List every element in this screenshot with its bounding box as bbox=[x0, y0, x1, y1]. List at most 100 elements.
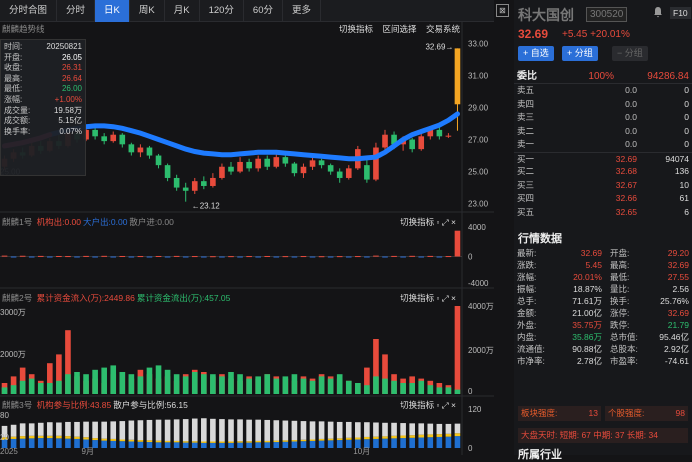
sub1-bar bbox=[246, 256, 252, 258]
outflow-bar bbox=[418, 380, 425, 394]
mid-bar bbox=[219, 441, 225, 443]
retail-bar bbox=[92, 440, 98, 448]
institution-bar bbox=[391, 422, 397, 436]
sub1-switch-button[interactable]: 切换指标 bbox=[400, 217, 435, 227]
market-v2: -74.61 bbox=[664, 356, 689, 366]
mid-bar bbox=[291, 440, 298, 442]
retail-bar bbox=[146, 442, 153, 448]
tab-2[interactable]: 日K bbox=[95, 0, 130, 22]
institution-bar bbox=[83, 421, 89, 438]
institution-bar bbox=[119, 421, 126, 440]
retail-bar bbox=[409, 437, 415, 448]
mid-bar bbox=[418, 434, 425, 438]
mid-bar bbox=[173, 440, 180, 443]
order-price: 0.0 bbox=[625, 139, 637, 149]
market-v2: 25.76% bbox=[660, 296, 689, 306]
retail-bar bbox=[228, 442, 234, 448]
close-icon[interactable]: × bbox=[451, 293, 456, 303]
expand-icon[interactable]: ⤢ bbox=[441, 400, 449, 410]
institution-bar bbox=[300, 421, 307, 440]
order-label: 买五 bbox=[517, 206, 535, 217]
retail-bar bbox=[210, 442, 216, 448]
order-row: 卖二 0.0 0 bbox=[514, 125, 692, 139]
market-row: 内盘: 35.86万 总市值: 95.46亿 bbox=[514, 331, 692, 343]
retail-bar bbox=[1, 439, 8, 448]
market-row: 涨跌: 5.45 最高: 32.69 bbox=[514, 259, 692, 271]
outflow-bar bbox=[1, 387, 8, 394]
outflow-bar bbox=[400, 383, 406, 394]
candle-body bbox=[345, 168, 352, 178]
order-qty: 94074 bbox=[665, 153, 689, 164]
tab-4[interactable]: 月K bbox=[165, 0, 200, 22]
market-row: 市净率: 2.78亿 市盈率: -74.61 bbox=[514, 355, 692, 367]
institution-bar bbox=[201, 418, 207, 442]
sub2-switch-button[interactable]: 切换指标 bbox=[400, 293, 435, 303]
mid-bar bbox=[237, 441, 243, 443]
mid-bar bbox=[300, 439, 307, 442]
strength-row: 板块强度: 13 个股强度: 98 bbox=[518, 406, 688, 421]
mid-bar bbox=[19, 436, 26, 439]
close-icon[interactable]: × bbox=[451, 217, 456, 227]
candle-body bbox=[155, 155, 162, 166]
sub1-bar bbox=[309, 256, 316, 258]
mid-bar bbox=[28, 435, 35, 439]
add-group-button[interactable]: + 分组 bbox=[562, 46, 598, 61]
outflow-bar bbox=[282, 376, 289, 394]
outflow-bar bbox=[309, 380, 316, 394]
tab-3[interactable]: 周K bbox=[130, 0, 165, 22]
order-row: 卖四 0.0 0 bbox=[514, 98, 692, 112]
collapse-panel-icon[interactable]: ⊠ bbox=[496, 4, 509, 17]
low-price-label: ←23.12 bbox=[192, 202, 221, 211]
sub3-switch-button[interactable]: 切换指标 bbox=[400, 400, 435, 410]
sub1-bar bbox=[19, 255, 26, 257]
order-qty: 6 bbox=[684, 206, 689, 217]
tab-5[interactable]: 120分 bbox=[200, 0, 244, 22]
market-v1: 18.87% bbox=[573, 284, 602, 294]
outflow-bar bbox=[65, 374, 71, 394]
retail-bar bbox=[418, 437, 425, 448]
sub1-legend-item: 大户出:0.00 bbox=[83, 217, 128, 227]
trade-system-button[interactable]: 交易系统 bbox=[425, 24, 460, 34]
sub1-bar bbox=[345, 256, 352, 258]
market-row: 外盘: 35.75万 跌停: 21.79 bbox=[514, 319, 692, 331]
window-icon[interactable]: ▫ bbox=[436, 217, 440, 227]
range-select-button[interactable]: 区间选择 bbox=[382, 24, 417, 34]
close-icon[interactable]: × bbox=[451, 400, 456, 410]
sub1-legend-item: 散户进:0.00 bbox=[129, 217, 174, 227]
outflow-bar bbox=[427, 385, 434, 394]
info-row: 成交量: 19.58万 bbox=[4, 106, 82, 117]
institution-bar bbox=[146, 419, 153, 441]
outflow-bar bbox=[391, 380, 397, 394]
retail-bar bbox=[436, 436, 443, 448]
tab-0[interactable]: 分时合图 bbox=[0, 0, 58, 22]
add-watchlist-button[interactable]: + 自选 bbox=[518, 46, 554, 61]
tab-7[interactable]: 更多 bbox=[283, 0, 322, 22]
market-v2: 95.46亿 bbox=[659, 332, 689, 342]
expand-icon[interactable]: ⤢ bbox=[441, 217, 449, 227]
bell-icon[interactable] bbox=[652, 6, 664, 18]
mid-bar bbox=[56, 435, 62, 439]
window-icon[interactable]: ▫ bbox=[436, 293, 440, 303]
window-icon[interactable]: ▫ bbox=[436, 400, 440, 410]
remove-group-button[interactable]: − 分组 bbox=[612, 46, 648, 61]
institution-bar bbox=[364, 422, 370, 437]
retail-bar bbox=[74, 438, 80, 448]
market-l2: 量比: bbox=[610, 284, 630, 294]
sub1-bar bbox=[10, 256, 17, 258]
market-l1: 金额: bbox=[517, 308, 537, 318]
expand-icon[interactable]: ⤢ bbox=[441, 293, 449, 303]
outflow-bar bbox=[182, 376, 189, 394]
info-row: 最低: 26.00 bbox=[4, 84, 82, 95]
order-price: 32.65 bbox=[615, 206, 637, 217]
market-v2: 2.56 bbox=[672, 284, 689, 294]
f10-button[interactable]: F10 bbox=[670, 7, 691, 19]
block-strength-value: 13 bbox=[588, 408, 598, 418]
switch-indicator-button[interactable]: 切换指标 bbox=[339, 24, 374, 34]
candle-body bbox=[282, 157, 289, 164]
retail-bar bbox=[382, 438, 388, 448]
price-change: +5.45 +20.01% bbox=[562, 29, 630, 40]
tab-1[interactable]: 分时 bbox=[57, 0, 96, 22]
tab-6[interactable]: 60分 bbox=[244, 0, 283, 22]
y-tick-label: 25.00 bbox=[468, 168, 489, 177]
inflow-bar bbox=[47, 363, 53, 394]
